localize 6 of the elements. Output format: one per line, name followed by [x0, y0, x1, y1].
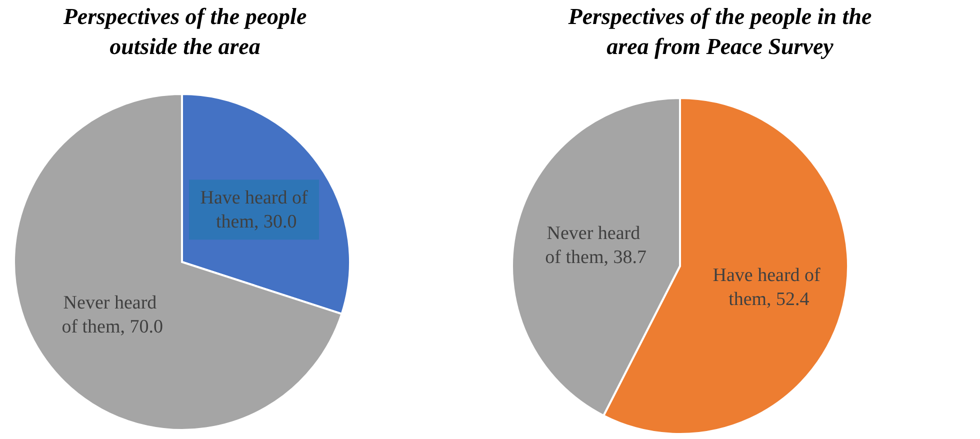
chart-title: Perspectives of the people in the area from Peace Survey	[567, 4, 872, 59]
chart-title: Perspectives of the people outside the area	[62, 4, 307, 59]
slice-label: Have heard of them, 52.4	[712, 264, 822, 310]
slice-label: Never heard of them, 70.0	[56, 292, 164, 338]
slice-label: Never heard of them, 38.7	[540, 223, 646, 268]
slice-label: Have heard of them, 30.0	[200, 188, 309, 233]
